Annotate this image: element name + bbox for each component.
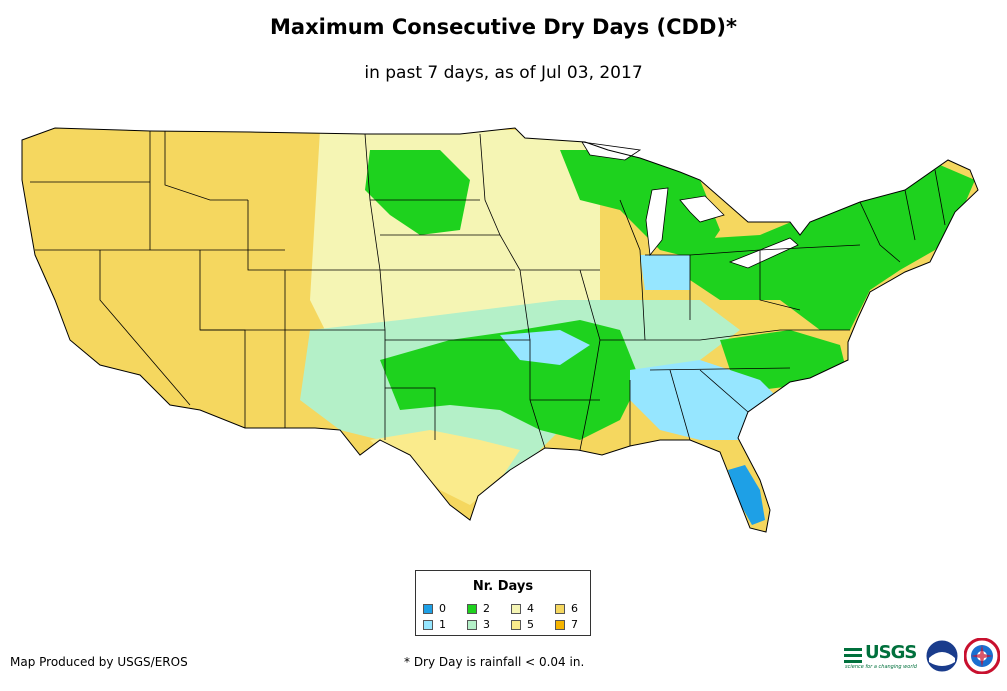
legend-label: 0 <box>439 602 446 615</box>
map-subtitle: in past 7 days, as of Jul 03, 2017 <box>364 63 643 83</box>
cdd-map <box>21 127 979 533</box>
legend-swatch <box>511 603 521 614</box>
legend-item-1: 1 <box>423 618 446 631</box>
map-title: Maximum Consecutive Dry Days (CDD)* <box>270 15 737 39</box>
zone-2-days-great-lakes <box>560 150 720 260</box>
legend-item-7: 7 <box>555 618 578 631</box>
zone-2-days-north <box>365 150 470 235</box>
legend-swatch <box>555 619 565 630</box>
legend-label: 1 <box>439 618 446 631</box>
great-lakes <box>581 141 799 269</box>
us-outline <box>21 127 979 533</box>
state-boundaries <box>30 131 946 451</box>
legend-item-3: 3 <box>467 618 490 631</box>
zone-0-days <box>728 465 765 525</box>
legend-label: 5 <box>527 618 534 631</box>
legend-swatch <box>467 619 477 630</box>
cdd-zones <box>22 128 978 532</box>
legend-label: 4 <box>527 602 534 615</box>
legend-item-5: 5 <box>511 618 534 631</box>
legend-swatch <box>555 603 565 614</box>
zone-1-day-southeast <box>630 360 780 440</box>
dry-day-note: * Dry Day is rainfall < 0.04 in. <box>404 655 585 669</box>
legend-label: 3 <box>483 618 490 631</box>
legend: Nr. Days 0 1 2 3 4 5 6 7 <box>415 570 591 636</box>
zone-1-day-ozarks <box>500 330 590 365</box>
legend-item-2: 2 <box>467 602 490 615</box>
agency-logos: USGS science for a changing world <box>842 638 1007 678</box>
legend-swatch <box>423 603 433 614</box>
legend-label: 6 <box>571 602 578 615</box>
legend-item-6: 6 <box>555 602 578 615</box>
legend-item-0: 0 <box>423 602 446 615</box>
zone-5-days <box>370 430 520 505</box>
legend-swatch <box>511 619 521 630</box>
legend-swatch <box>467 603 477 614</box>
zone-1-day-indiana <box>640 255 690 290</box>
credit-text: Map Produced by USGS/EROS <box>10 655 188 669</box>
legend-item-4: 4 <box>511 602 534 615</box>
noaa-logo <box>926 640 958 672</box>
usgs-logo <box>844 648 862 663</box>
legend-title: Nr. Days <box>472 579 534 594</box>
zone-2-days-east <box>680 165 975 330</box>
zone-2-days-carolinas <box>720 330 845 390</box>
nws-logo <box>964 638 1000 674</box>
usgs-wordmark: USGS <box>865 642 917 663</box>
legend-label: 7 <box>571 618 578 631</box>
legend-label: 2 <box>483 602 490 615</box>
usgs-tagline: science for a changing world <box>845 664 917 670</box>
legend-swatch <box>423 619 433 630</box>
